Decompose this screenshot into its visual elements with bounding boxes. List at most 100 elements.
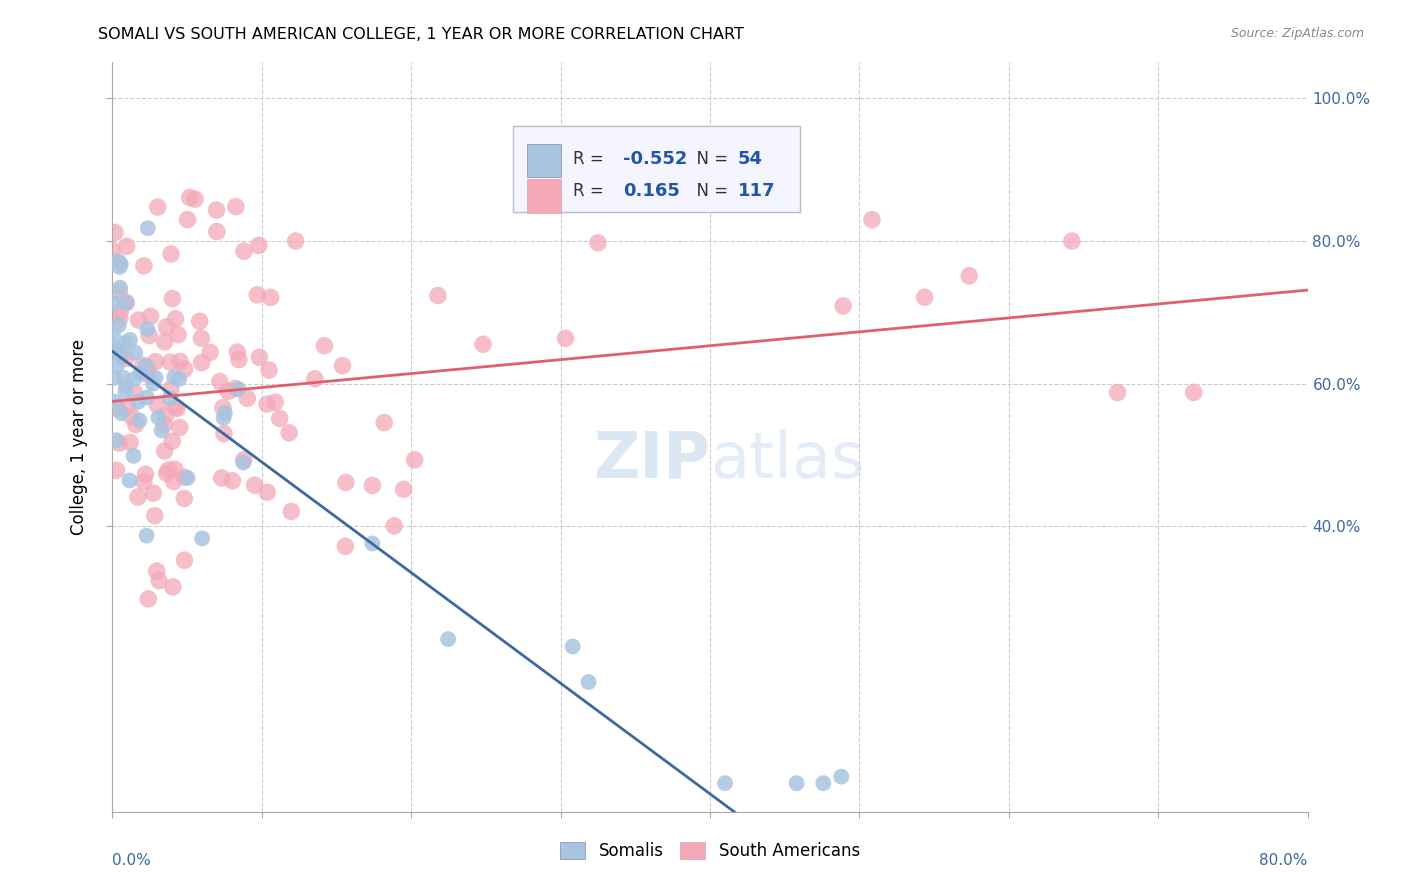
- South Americans: [228, 352, 250, 367]
- South Americans: [169, 354, 191, 368]
- Somalis: [110, 406, 132, 420]
- South Americans: [108, 436, 131, 450]
- South Americans: [155, 409, 177, 423]
- South Americans: [832, 299, 855, 313]
- South Americans: [121, 409, 143, 424]
- South Americans: [304, 372, 326, 386]
- South Americans: [259, 290, 281, 304]
- South Americans: [225, 200, 247, 214]
- Somalis: [176, 471, 198, 485]
- South Americans: [257, 363, 280, 377]
- South Americans: [148, 574, 170, 588]
- Somalis: [191, 532, 214, 546]
- South Americans: [176, 212, 198, 227]
- South Americans: [860, 212, 883, 227]
- South Americans: [142, 486, 165, 500]
- South Americans: [190, 356, 212, 370]
- Somalis: [135, 359, 157, 373]
- South Americans: [224, 381, 246, 395]
- South Americans: [249, 351, 271, 365]
- Somalis: [578, 675, 600, 690]
- South Americans: [636, 156, 658, 170]
- South Americans: [173, 553, 195, 567]
- Somalis: [118, 333, 141, 347]
- South Americans: [236, 391, 259, 405]
- Somalis: [122, 372, 145, 386]
- South Americans: [132, 259, 155, 273]
- Somalis: [104, 340, 127, 354]
- Somalis: [118, 474, 141, 488]
- Somalis: [108, 346, 131, 360]
- Somalis: [112, 371, 135, 385]
- Somalis: [361, 536, 384, 550]
- Legend: Somalis, South Americans: Somalis, South Americans: [554, 836, 866, 867]
- Somalis: [232, 456, 254, 470]
- South Americans: [256, 485, 278, 500]
- South Americans: [134, 467, 156, 482]
- South Americans: [226, 345, 249, 359]
- South Americans: [205, 225, 228, 239]
- South Americans: [382, 519, 405, 533]
- South Americans: [233, 244, 256, 259]
- South Americans: [264, 395, 287, 409]
- South Americans: [205, 202, 228, 217]
- South Americans: [1060, 234, 1083, 248]
- South Americans: [392, 483, 415, 497]
- Somalis: [128, 413, 150, 427]
- Somalis: [105, 358, 128, 372]
- South Americans: [145, 354, 167, 368]
- South Americans: [247, 238, 270, 252]
- South Americans: [554, 331, 576, 345]
- Somalis: [437, 632, 460, 646]
- Somalis: [136, 322, 159, 336]
- Text: 54: 54: [738, 150, 762, 168]
- South Americans: [212, 426, 235, 441]
- South Americans: [155, 319, 177, 334]
- South Americans: [198, 345, 221, 359]
- Somalis: [142, 376, 165, 391]
- South Americans: [160, 247, 183, 261]
- South Americans: [165, 401, 187, 415]
- South Americans: [146, 200, 169, 214]
- Text: R =: R =: [572, 150, 609, 168]
- Somalis: [145, 370, 167, 384]
- South Americans: [146, 398, 169, 412]
- South Americans: [217, 384, 239, 399]
- South Americans: [139, 310, 162, 324]
- South Americans: [284, 234, 307, 248]
- South Americans: [127, 490, 149, 504]
- South Americans: [101, 244, 124, 258]
- South Americans: [108, 305, 131, 319]
- Text: N =: N =: [686, 182, 734, 200]
- South Americans: [173, 491, 195, 506]
- South Americans: [115, 295, 138, 310]
- South Americans: [278, 425, 301, 440]
- Somalis: [124, 345, 146, 359]
- Text: Source: ZipAtlas.com: Source: ZipAtlas.com: [1230, 27, 1364, 40]
- Text: SOMALI VS SOUTH AMERICAN COLLEGE, 1 YEAR OR MORE CORRELATION CHART: SOMALI VS SOUTH AMERICAN COLLEGE, 1 YEAR…: [98, 27, 744, 42]
- South Americans: [232, 453, 254, 467]
- South Americans: [190, 331, 212, 345]
- Somalis: [159, 392, 181, 406]
- South Americans: [136, 361, 159, 376]
- South Americans: [373, 416, 395, 430]
- Somalis: [108, 281, 131, 295]
- South Americans: [162, 580, 184, 594]
- Somalis: [136, 221, 159, 235]
- South Americans: [361, 478, 384, 492]
- Somalis: [114, 335, 136, 350]
- Somalis: [105, 433, 128, 447]
- Text: -0.552: -0.552: [623, 150, 688, 168]
- South Americans: [1107, 385, 1129, 400]
- Somalis: [114, 384, 136, 399]
- Somalis: [135, 528, 157, 542]
- South Americans: [124, 385, 146, 400]
- South Americans: [426, 288, 449, 302]
- Somalis: [786, 776, 808, 790]
- South Americans: [914, 290, 936, 304]
- FancyBboxPatch shape: [527, 144, 561, 178]
- South Americans: [1182, 385, 1205, 400]
- Text: 80.0%: 80.0%: [1260, 853, 1308, 868]
- Somalis: [108, 318, 131, 332]
- South Americans: [280, 504, 302, 518]
